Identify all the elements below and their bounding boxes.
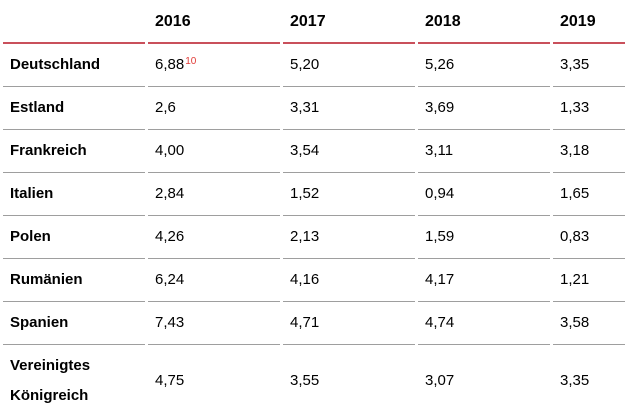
header-cell-year: 2017	[283, 0, 415, 44]
value-cell: 4,17	[418, 259, 550, 302]
value-cell: 5,26	[418, 44, 550, 87]
value-cell: 4,00	[148, 130, 280, 173]
value-cell: 3,35	[560, 372, 590, 389]
value-cell: 1,33	[553, 87, 625, 130]
row-label: Polen	[3, 216, 145, 259]
header-cell-empty	[3, 0, 145, 44]
value-cell: 1,59	[418, 216, 550, 259]
header-row: 2016 2017 2018 2019	[3, 0, 625, 44]
table-row: Frankreich 4,00 3,54 3,11 3,18	[3, 130, 625, 173]
value-cell: 3,55	[290, 372, 320, 389]
value-cell: 3,35	[553, 44, 625, 87]
value-cell: 2,13	[283, 216, 415, 259]
value-cell: 3,07	[425, 372, 455, 389]
row-label: Spanien	[3, 302, 145, 345]
value-cell: 1,52	[283, 173, 415, 216]
value-cell: 3,31	[283, 87, 415, 130]
row-label: Rumänien	[3, 259, 145, 302]
table-row: Spanien 7,43 4,71 4,74 3,58	[3, 302, 625, 345]
row-label: Estland	[3, 87, 145, 130]
value-cell: 2,84	[148, 173, 280, 216]
value-cell: 0,83	[553, 216, 625, 259]
table-row: Deutschland 6,8810 5,20 5,26 3,35	[3, 44, 625, 87]
row-label: Deutschland	[3, 44, 145, 87]
table-row: Vereinigtes Königreich 4,75 3,55 3,07 3,35	[3, 345, 625, 417]
value-cell: 4,74	[418, 302, 550, 345]
header-cell-year: 2016	[148, 0, 280, 44]
value-cell: 1,65	[553, 173, 625, 216]
value-cell: 3,18	[553, 130, 625, 173]
table-row: Rumänien 6,24 4,16 4,17 1,21	[3, 259, 625, 302]
value-cell: 6,24	[148, 259, 280, 302]
table-row: Estland 2,6 3,31 3,69 1,33	[3, 87, 625, 130]
row-label: Frankreich	[3, 130, 145, 173]
value-cell: 5,20	[283, 44, 415, 87]
value-cell: 7,43	[148, 302, 280, 345]
header-cell-year: 2019	[553, 0, 625, 44]
row-label: Vereinigtes Königreich	[10, 357, 91, 404]
footnote-marker: 10	[185, 56, 197, 67]
value-cell: 4,16	[283, 259, 415, 302]
row-label: Italien	[3, 173, 145, 216]
value-cell: 3,69	[418, 87, 550, 130]
table-body: Deutschland 6,8810 5,20 5,26 3,35 Estland 2,6 3…	[3, 44, 625, 417]
value-cell: 2,6	[148, 87, 280, 130]
table-row: Italien 2,84 1,52 0,94 1,65	[3, 173, 625, 216]
value-cell: 3,58	[553, 302, 625, 345]
value-cell: 4,71	[283, 302, 415, 345]
value-cell: 0,94	[418, 173, 550, 216]
value-cell: 4,75	[155, 372, 185, 389]
value-cell: 1,21	[553, 259, 625, 302]
value-cell: 6,8810	[148, 44, 280, 87]
value-cell: 3,11	[418, 130, 550, 173]
header-cell-year: 2018	[418, 0, 550, 44]
value-cell: 4,26	[148, 216, 280, 259]
value-cell: 3,54	[283, 130, 415, 173]
table-row: Polen 4,26 2,13 1,59 0,83	[3, 216, 625, 259]
